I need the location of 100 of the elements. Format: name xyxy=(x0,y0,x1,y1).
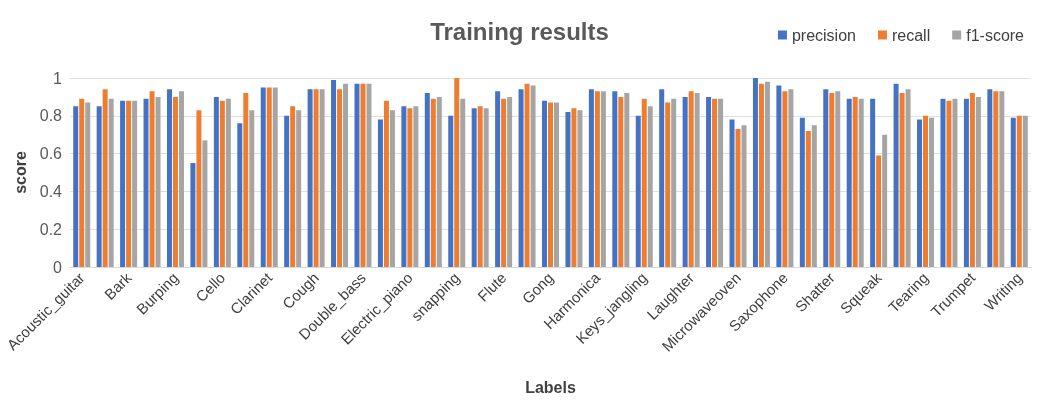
bar xyxy=(172,96,178,267)
y-tick-label: 0.8 xyxy=(39,107,63,125)
bar xyxy=(876,155,882,267)
bar xyxy=(296,110,302,267)
bar xyxy=(190,163,196,267)
bar xyxy=(758,83,764,267)
bar xyxy=(460,98,466,267)
bar xyxy=(132,100,138,267)
legend-label: f1-score xyxy=(966,26,1025,44)
bar xyxy=(1010,117,1016,267)
bar xyxy=(706,96,712,267)
bar xyxy=(735,129,741,267)
bar xyxy=(413,106,419,267)
bar xyxy=(612,91,618,267)
bar xyxy=(530,85,536,267)
bar xyxy=(178,91,184,267)
y-axis-title: score xyxy=(11,151,29,194)
bar xyxy=(899,93,905,267)
bar xyxy=(337,89,343,267)
bar xyxy=(870,98,876,267)
bar xyxy=(718,98,724,267)
bar xyxy=(548,102,553,267)
bar xyxy=(260,87,266,267)
x-axis-title: Labels xyxy=(525,378,576,396)
bar xyxy=(166,89,172,267)
bar xyxy=(969,93,975,267)
bar xyxy=(307,89,313,267)
bar xyxy=(483,108,489,267)
y-tick-label: 0.6 xyxy=(39,145,63,163)
bar xyxy=(149,91,155,267)
bar xyxy=(213,96,219,267)
bar xyxy=(477,106,483,267)
bar xyxy=(682,96,688,267)
bar xyxy=(518,89,524,267)
bar xyxy=(624,93,630,267)
bar xyxy=(917,119,923,267)
bar xyxy=(882,134,888,267)
bar xyxy=(495,91,501,267)
bar xyxy=(577,110,583,267)
bar xyxy=(618,96,624,267)
bar xyxy=(108,98,114,267)
bar xyxy=(155,96,161,267)
bar xyxy=(102,89,108,267)
y-tick-label: 1 xyxy=(53,69,63,87)
bar xyxy=(126,100,132,267)
bar xyxy=(829,93,835,267)
bar xyxy=(946,100,952,267)
bar xyxy=(454,78,460,267)
chart-title: Training results xyxy=(430,17,609,45)
bar xyxy=(688,91,694,267)
bar xyxy=(219,100,225,267)
bar xyxy=(665,102,671,267)
bar xyxy=(594,91,600,267)
bar xyxy=(975,96,981,267)
bar xyxy=(524,83,530,267)
bar xyxy=(659,89,665,267)
bar xyxy=(436,96,442,267)
bar xyxy=(741,125,747,267)
bar xyxy=(782,91,788,267)
bar xyxy=(430,98,436,267)
bar xyxy=(143,98,149,267)
y-tick-label: 0.4 xyxy=(39,182,63,200)
bar xyxy=(389,110,395,267)
bar xyxy=(120,100,126,267)
bar xyxy=(846,98,852,267)
bar xyxy=(377,119,383,267)
bar xyxy=(73,106,79,267)
bar xyxy=(671,98,677,267)
bar xyxy=(243,93,249,267)
bar xyxy=(319,89,325,267)
bar xyxy=(641,98,647,267)
bar xyxy=(1022,115,1028,267)
bar xyxy=(85,102,91,267)
bar xyxy=(923,115,929,267)
bar xyxy=(588,89,594,267)
bar xyxy=(565,112,571,267)
bar xyxy=(501,98,507,267)
bar xyxy=(694,93,700,267)
bar xyxy=(999,91,1005,267)
bar xyxy=(752,78,758,267)
bar xyxy=(249,110,255,267)
bar xyxy=(647,106,653,267)
bar xyxy=(366,83,372,267)
bar xyxy=(940,98,946,267)
y-tick-label: 0 xyxy=(53,258,63,276)
bar xyxy=(225,98,231,267)
legend-label: precision xyxy=(791,26,856,44)
bar xyxy=(343,83,349,267)
bar xyxy=(712,98,718,267)
bar xyxy=(360,83,366,267)
bar xyxy=(929,117,935,267)
bar xyxy=(554,102,559,267)
bar xyxy=(993,91,999,267)
bar xyxy=(272,87,278,267)
bar xyxy=(1016,115,1022,267)
bar xyxy=(448,115,454,267)
bar xyxy=(202,140,208,267)
bar xyxy=(79,98,85,267)
bar xyxy=(799,117,805,267)
bar xyxy=(407,108,413,267)
